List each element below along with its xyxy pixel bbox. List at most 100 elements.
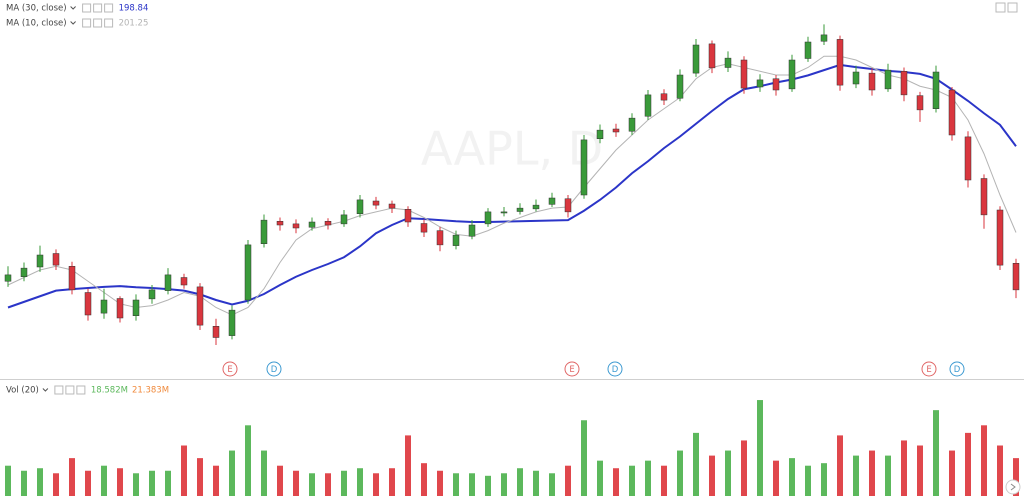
candle-body [68, 266, 76, 291]
top-right-icons[interactable] [995, 2, 1018, 13]
volume-bar [181, 445, 187, 496]
volume-bar [501, 473, 507, 496]
candle-body [804, 41, 812, 59]
scroll-button[interactable] [1005, 479, 1021, 495]
volume-bar [693, 432, 699, 496]
volume-bar [165, 470, 171, 496]
scroll-right-button[interactable] [1005, 479, 1021, 495]
candle-body [740, 59, 748, 89]
candle-body [532, 204, 540, 210]
candle-body [788, 59, 796, 90]
volume-bar [469, 473, 475, 496]
candle-body [148, 289, 156, 300]
volume-legend-value: 21.383M [132, 386, 169, 396]
candle-body [228, 309, 236, 336]
legend-icon[interactable] [93, 18, 103, 28]
legend-icon[interactable] [82, 3, 92, 13]
legend-icon[interactable] [82, 18, 92, 28]
volume-bar [261, 450, 267, 496]
legend-name: MA (30, close) [6, 4, 67, 14]
legend-icon[interactable] [76, 385, 86, 395]
legend: MA (30, close) 198.84 MA (10, close) 201.25… [6, 3, 169, 396]
event-marker[interactable] [607, 361, 623, 377]
candle-body [212, 326, 220, 338]
volume-bar [341, 470, 347, 496]
volume-bar [421, 463, 427, 496]
volume-bar [741, 440, 747, 496]
legend-icon[interactable] [65, 385, 75, 395]
volume-bar [629, 465, 635, 496]
volume-bar [597, 460, 603, 496]
volume-bar [901, 440, 907, 496]
volume-bar [5, 465, 11, 496]
maximize-icon[interactable] [1007, 2, 1018, 13]
volume-bar [101, 465, 107, 496]
event-marker[interactable] [266, 361, 282, 377]
candle-body [708, 43, 716, 69]
volume-legend-name: Vol (20) [6, 386, 39, 396]
candle-body [484, 211, 492, 225]
candle-body [340, 214, 348, 225]
candle-body [356, 199, 364, 214]
volume-bar [37, 468, 43, 496]
event-marker[interactable] [222, 361, 238, 377]
legend-value: 201.25 [119, 19, 149, 29]
settings-icon[interactable] [995, 2, 1006, 13]
candle-body [724, 57, 732, 68]
candle-body [948, 89, 956, 136]
candle-body [84, 292, 92, 316]
candle-body [916, 95, 924, 111]
ma-line [7, 55, 1017, 316]
volume-bar [133, 473, 139, 496]
volume-bar [405, 435, 411, 496]
volume-legend-value: 18.582M [91, 386, 128, 396]
volume-bar [661, 465, 667, 496]
volume-bar [949, 450, 955, 496]
volume-bar [549, 473, 555, 496]
event-marker[interactable] [949, 361, 965, 377]
volume-bar [853, 455, 859, 496]
event-label: D [954, 365, 961, 375]
legend-caret[interactable] [70, 21, 76, 25]
candle-body [884, 69, 892, 90]
candle-body [36, 254, 44, 268]
volume-bar [485, 475, 491, 496]
candle-body [692, 44, 700, 74]
legend-icon[interactable] [93, 3, 103, 13]
volume-bar [229, 450, 235, 496]
candle-body [164, 274, 172, 291]
candle-body [964, 136, 972, 181]
candle-body [564, 198, 572, 213]
volume-bar [85, 470, 91, 496]
candle-body [180, 277, 188, 286]
scroll-arrow [1010, 483, 1016, 491]
event-marker[interactable] [564, 361, 580, 377]
legend-caret[interactable] [70, 6, 76, 10]
legend-caret[interactable] [42, 388, 49, 392]
volume-bar [789, 458, 795, 496]
volume-bar [757, 400, 763, 496]
volume-bar [149, 470, 155, 496]
event-label: E [569, 365, 574, 375]
candle-body [52, 253, 60, 266]
candle-body [516, 207, 524, 212]
volume-bar [773, 460, 779, 496]
volume-bar [981, 425, 987, 496]
legend-icon[interactable] [104, 18, 114, 28]
volume-bar [533, 470, 539, 496]
candle-body [756, 79, 764, 88]
volume-bar [437, 470, 443, 496]
volume-bar [69, 458, 75, 496]
candle-body [596, 129, 604, 139]
candle-body [404, 209, 412, 223]
volume-bar [725, 450, 731, 496]
volume-bar [293, 470, 299, 496]
legend-icon[interactable] [104, 3, 114, 13]
event-marker[interactable] [921, 361, 937, 377]
volume-bar [565, 465, 571, 496]
legend-icon[interactable] [54, 385, 64, 395]
candle-body [308, 221, 316, 228]
volume-bar [453, 473, 459, 496]
candle-body [980, 178, 988, 216]
